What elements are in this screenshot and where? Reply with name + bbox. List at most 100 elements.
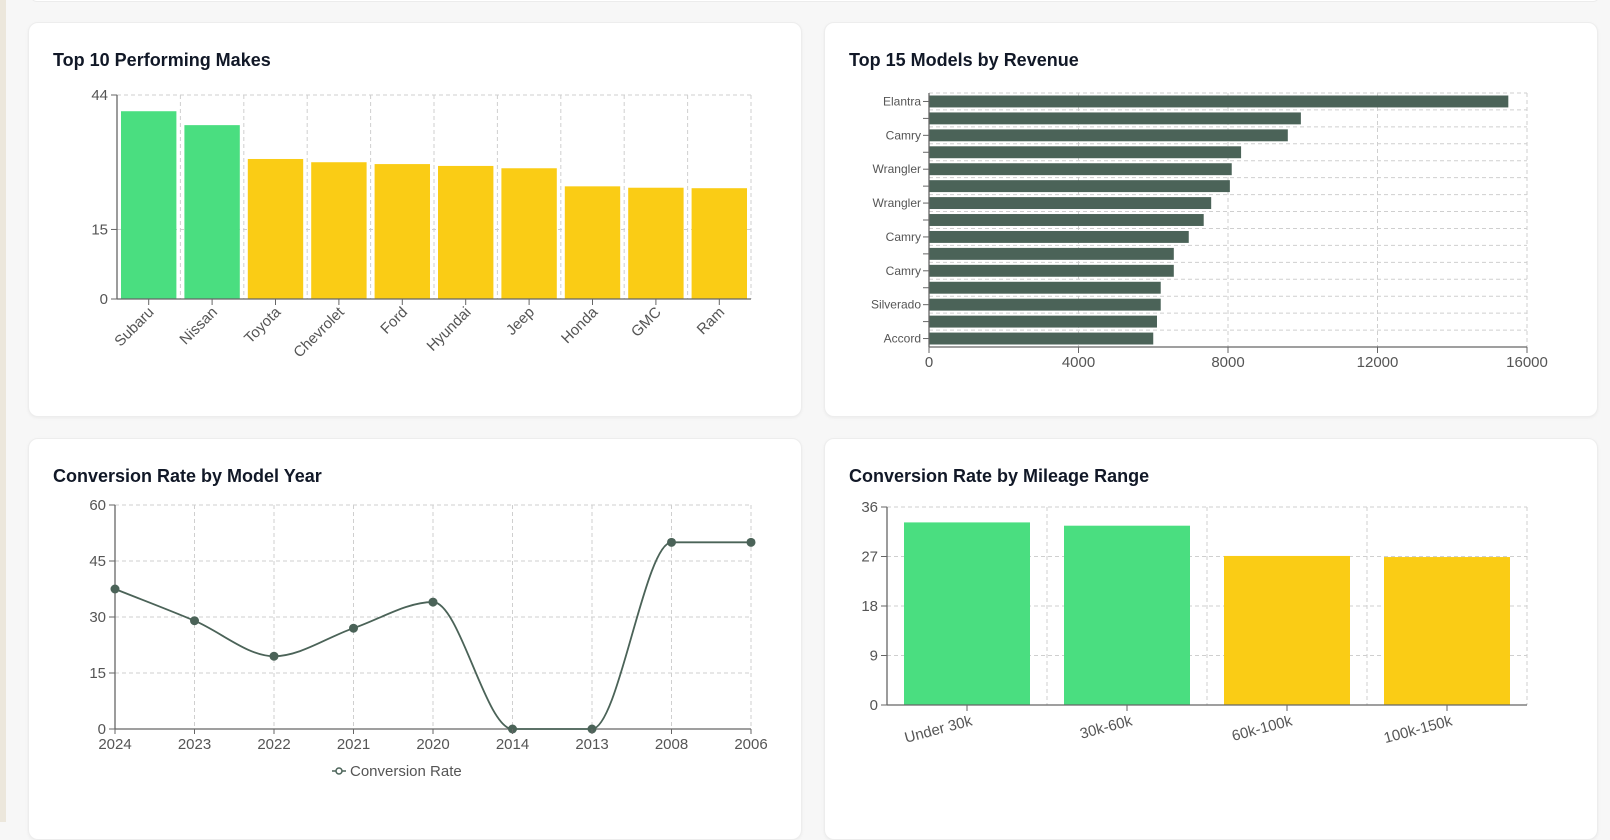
bar xyxy=(929,180,1230,193)
x-tick-label: Jeep xyxy=(503,304,538,339)
bar xyxy=(929,129,1288,142)
data-point xyxy=(110,584,120,594)
x-tick-label: GMC xyxy=(628,304,665,341)
bar xyxy=(247,158,304,299)
data-point xyxy=(349,623,358,633)
x-tick-label: 2014 xyxy=(496,736,529,753)
x-tick-label: 12000 xyxy=(1357,354,1399,371)
bar xyxy=(929,146,1242,159)
y-tick-label: 15 xyxy=(91,221,108,238)
x-tick-label: Ford xyxy=(377,304,411,338)
bar xyxy=(929,163,1232,176)
data-point xyxy=(746,537,756,547)
bar xyxy=(929,315,1157,328)
y-tick-label: Wrangler xyxy=(873,162,921,176)
x-tick-label: 0 xyxy=(925,354,933,371)
chart-title: Conversion Rate by Model Year xyxy=(53,466,322,486)
x-tick-label: Honda xyxy=(558,303,602,347)
y-tick-label: 36 xyxy=(861,499,878,516)
y-tick-label: Accord xyxy=(884,332,921,346)
series-line xyxy=(114,541,751,730)
chart-title: Top 10 Performing Makes xyxy=(53,50,271,70)
card-top-models: Top 15 Models by Revenue Elantra Camry Wra… xyxy=(824,22,1598,417)
bar xyxy=(691,188,747,299)
x-tick-label: 100k-150k xyxy=(1382,712,1455,747)
bar xyxy=(929,214,1204,226)
y-tick-label: Wrangler xyxy=(873,196,921,210)
bar xyxy=(564,186,621,299)
legend-marker xyxy=(335,767,343,775)
bar xyxy=(929,112,1301,125)
y-tick-label: 0 xyxy=(98,721,106,738)
x-tick-label: 2008 xyxy=(655,736,688,753)
y-tick-label: 27 xyxy=(861,549,878,566)
x-tick-label: 2021 xyxy=(337,736,370,753)
bar xyxy=(929,264,1174,277)
x-tick-label: 2024 xyxy=(98,736,131,753)
conversion-year-chart: 0 15 30 45 60 2024 2023 2022 2021 2020 2014 2013 200… xyxy=(89,497,767,780)
x-tick-label: Ram xyxy=(694,304,728,338)
chart-title: Conversion Rate by Mileage Range xyxy=(849,466,1150,486)
x-tick-label: Nissan xyxy=(176,304,220,348)
bar xyxy=(121,111,177,300)
bar xyxy=(311,162,367,299)
chart-title: Top 15 Models by Revenue xyxy=(849,50,1079,70)
y-tick-label: 30 xyxy=(89,609,106,626)
bar xyxy=(501,168,557,299)
x-tick-label: 2006 xyxy=(734,736,767,753)
x-tick-label: Hyundai xyxy=(424,304,475,355)
x-tick-label: 2013 xyxy=(575,736,608,753)
x-tick-label: 2022 xyxy=(257,736,290,753)
data-point xyxy=(667,537,676,547)
data-point xyxy=(428,597,438,607)
data-point xyxy=(269,651,279,661)
legend-label: Conversion Rate xyxy=(350,763,462,780)
previous-card-edge xyxy=(30,0,1600,2)
bar xyxy=(929,230,1189,243)
x-tick-label: 60k-100k xyxy=(1230,712,1294,745)
x-tick-label: Chevrolet xyxy=(290,303,348,361)
bar xyxy=(1224,555,1350,705)
bar xyxy=(184,125,240,300)
y-tick-label: 0 xyxy=(870,697,878,714)
card-conversion-mileage: Conversion Rate by Mileage Range 0 9 18 27 3… xyxy=(824,438,1598,840)
conversion-mileage-chart: 0 9 18 27 36 Under 30k 30k-60k 60k-100k 100k-150… xyxy=(861,499,1528,747)
bar xyxy=(438,165,494,299)
bar xyxy=(904,522,1030,705)
x-tick-label: 8000 xyxy=(1211,354,1244,371)
x-tick-label: Subaru xyxy=(111,304,157,350)
card-top-makes: Top 10 Performing Makes 0 15 44 Subaru Nissa… xyxy=(28,22,802,417)
bar xyxy=(929,281,1161,294)
bar xyxy=(929,95,1509,108)
x-tick-label: 4000 xyxy=(1062,354,1095,371)
x-tick-label: 2023 xyxy=(178,736,211,753)
bar xyxy=(1064,525,1190,705)
bar xyxy=(628,187,684,299)
y-tick-label: Camry xyxy=(886,264,921,278)
card-conversion-year: Conversion Rate by Model Year 0 15 30 45 60 2… xyxy=(28,438,802,840)
top-models-chart: Elantra Camry Wrangler Wrangler Camry Camry Si… xyxy=(871,92,1548,371)
y-tick-label: Elantra xyxy=(883,94,921,108)
x-tick-label: 2020 xyxy=(416,736,449,753)
y-tick-label: 60 xyxy=(89,497,106,514)
x-tick-label: 30k-60k xyxy=(1078,712,1134,742)
bar xyxy=(374,164,430,299)
top-makes-chart: 0 15 44 Subaru Nissan Toyota Chevrolet Ford Hyun… xyxy=(91,87,752,361)
y-tick-label: 44 xyxy=(91,87,108,104)
bar xyxy=(929,247,1174,260)
x-tick-label: Toyota xyxy=(241,303,285,347)
x-tick-label: Under 30k xyxy=(903,712,975,746)
data-point xyxy=(190,616,199,626)
y-tick-label: 15 xyxy=(89,665,106,682)
x-tick-label: 16000 xyxy=(1506,354,1548,371)
bar xyxy=(929,332,1154,345)
y-tick-label: Camry xyxy=(886,128,921,142)
bar xyxy=(1384,557,1510,705)
y-tick-label: Camry xyxy=(886,230,921,244)
y-tick-label: 18 xyxy=(861,598,878,615)
y-tick-label: 45 xyxy=(89,553,106,570)
bar xyxy=(929,197,1212,210)
y-tick-label: Silverado xyxy=(871,298,921,312)
y-tick-label: 0 xyxy=(100,291,108,308)
y-tick-label: 9 xyxy=(870,648,878,665)
